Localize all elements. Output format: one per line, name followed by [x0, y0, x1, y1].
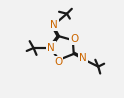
- Text: O: O: [54, 57, 62, 67]
- Text: O: O: [70, 34, 78, 44]
- Text: N: N: [79, 53, 87, 63]
- Text: N: N: [47, 43, 55, 53]
- Text: N: N: [50, 20, 58, 30]
